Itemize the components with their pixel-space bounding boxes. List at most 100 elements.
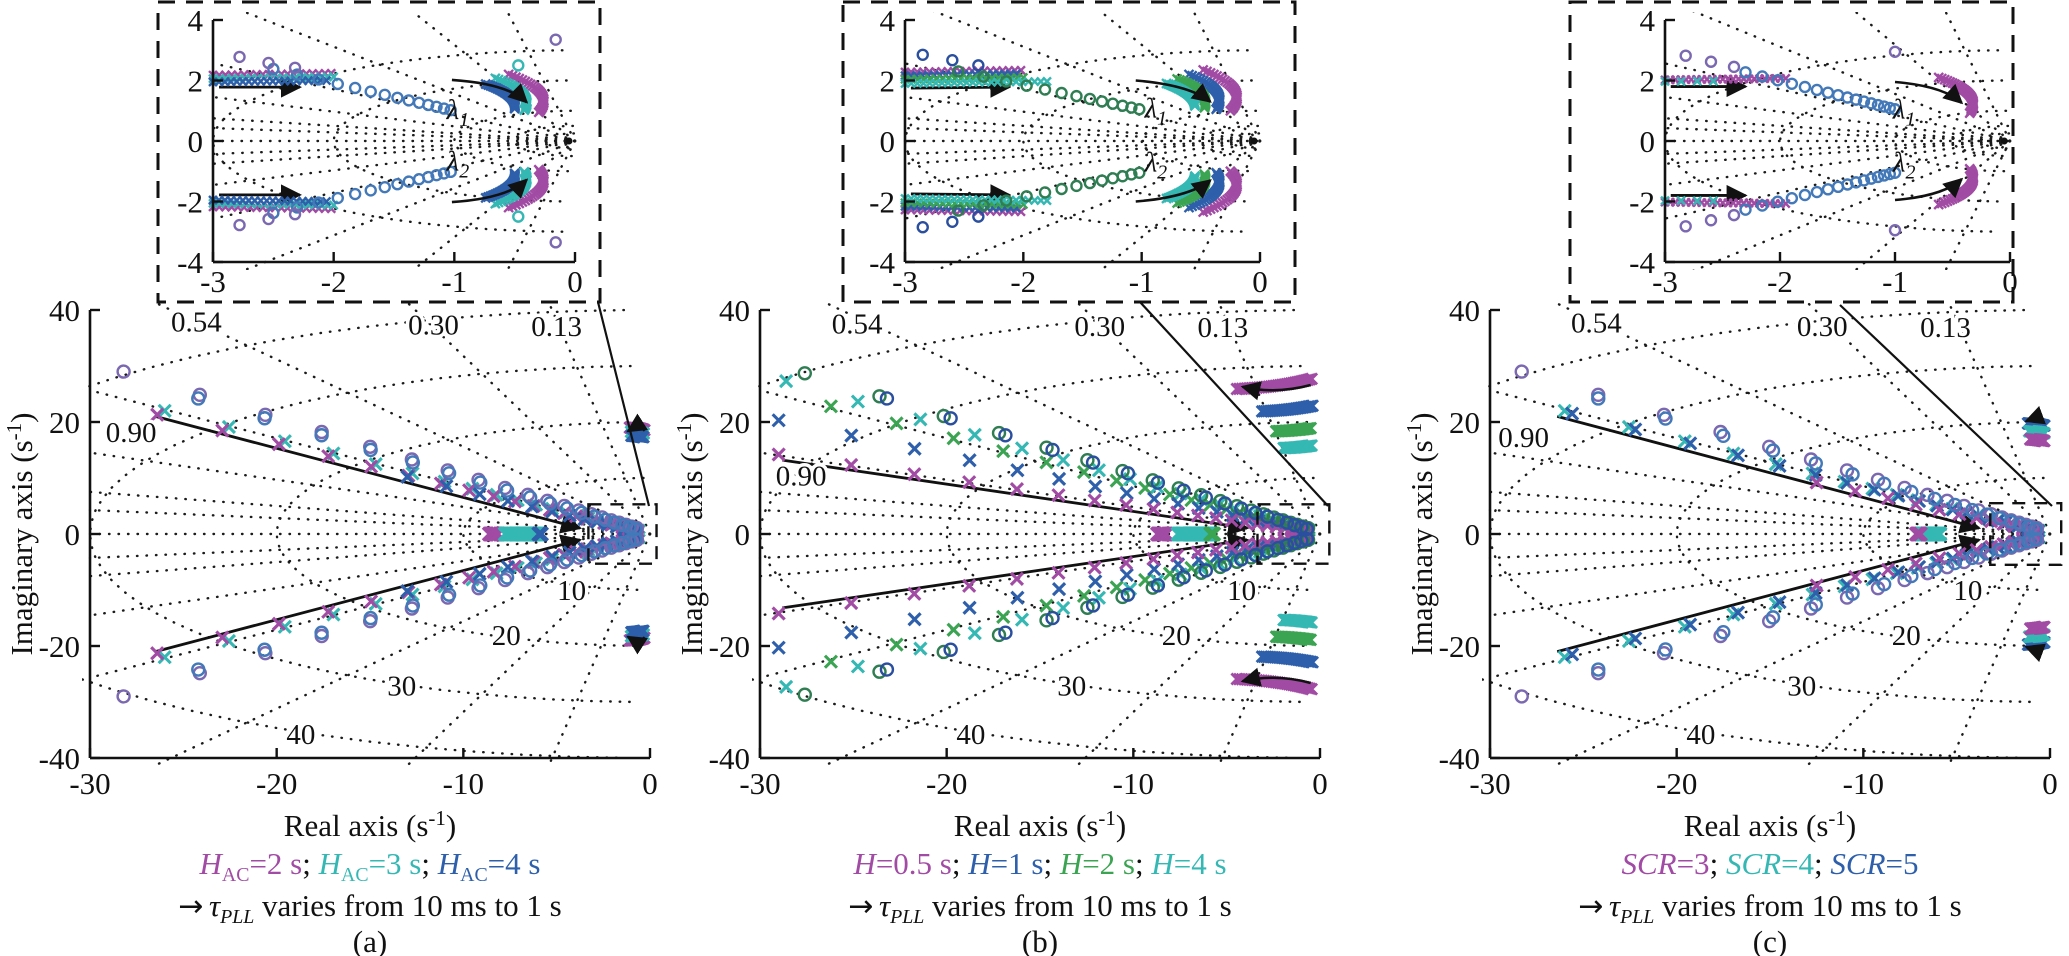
y-tick-label: 20 bbox=[49, 405, 80, 440]
y-tick-label: 20 bbox=[719, 405, 750, 440]
y-tick-label: 0 bbox=[1465, 517, 1481, 552]
series-x-marker bbox=[503, 69, 550, 213]
x-axis-label: Real axis (s-1) bbox=[1684, 806, 1856, 843]
sgrid-contour-label: 40 bbox=[286, 719, 315, 751]
y-tick-label: 0 bbox=[1640, 124, 1656, 159]
axes-spines: -3 -2 -1 0 4 2 0 -2 -4 bbox=[177, 3, 583, 299]
inset-frame bbox=[1568, 0, 2015, 304]
right-arrow-icon: → bbox=[848, 889, 879, 924]
tau-note-c: → τPLL varies from 10 ms to 1 s bbox=[1578, 888, 1962, 929]
series-o-marker bbox=[267, 62, 457, 220]
y-tick-label: 0 bbox=[735, 517, 751, 552]
zoom-box bbox=[1256, 503, 1331, 565]
y-tick-label: 0 bbox=[65, 517, 81, 552]
legend-item: HAC=2 s bbox=[199, 846, 303, 887]
sgrid-contour-label: 0.13 bbox=[531, 311, 582, 343]
x-tick-label: -3 bbox=[1652, 264, 1678, 299]
y-tick-label: 2 bbox=[880, 64, 896, 99]
sgrid-contour-label: 20 bbox=[1892, 620, 1921, 652]
axes-spines: -30 -20 -10 0 40 20 0 -20 -40 bbox=[39, 293, 658, 801]
zoom-box bbox=[587, 503, 658, 565]
y-tick-label: -40 bbox=[39, 741, 80, 776]
legend-separator: ; bbox=[1135, 846, 1152, 881]
sgrid-contour-label: 0.54 bbox=[1571, 307, 1622, 339]
sgrid-contour-label: 0.90 bbox=[1498, 422, 1549, 454]
right-arrow-icon: → bbox=[178, 889, 209, 924]
sgrid-contour-label: 0.30 bbox=[1797, 311, 1848, 343]
x-tick-label: -20 bbox=[256, 766, 297, 801]
panel-label-a: (a) bbox=[352, 924, 388, 956]
origin-pole-dot bbox=[565, 137, 573, 145]
x-tick-label: -1 bbox=[1882, 264, 1908, 299]
legend-item: SCR=3 bbox=[1621, 846, 1710, 881]
series-o-marker bbox=[952, 65, 1146, 217]
x-tick-label: -1 bbox=[1129, 264, 1155, 299]
y-tick-label: 0 bbox=[880, 124, 896, 159]
x-tick-label: 0 bbox=[1312, 766, 1328, 801]
panel-label-c: (c) bbox=[1752, 924, 1788, 956]
lambda-label: λ1 bbox=[446, 94, 470, 131]
curved-direction-arrow bbox=[451, 78, 529, 104]
sgrid-contour-label: 30 bbox=[1787, 670, 1816, 702]
sgrid-contour-label: 0.90 bbox=[776, 460, 827, 492]
sgrid-contour-label: 0.30 bbox=[408, 310, 459, 342]
y-tick-label: -4 bbox=[177, 245, 203, 280]
y-tick-label: 4 bbox=[188, 3, 204, 38]
y-axis-label: Imaginary axis (s-1) bbox=[672, 412, 709, 655]
legend-item: H=0.5 s bbox=[853, 846, 952, 881]
x-tick-label: -20 bbox=[926, 766, 967, 801]
trajectory-arrow bbox=[1556, 534, 1982, 653]
x-tick-label: -30 bbox=[69, 766, 110, 801]
x-tick-label: 0 bbox=[2002, 264, 2018, 299]
s-grid bbox=[82, 302, 652, 766]
y-axis-label: Imaginary axis (s-1) bbox=[1402, 412, 1439, 655]
axes-spines: -3 -2 -1 0 4 2 0 -2 -4 bbox=[1629, 3, 2018, 299]
curved-direction-arrow bbox=[2024, 643, 2046, 663]
sgrid-contour-label: 40 bbox=[1686, 719, 1715, 751]
x-tick-label: -10 bbox=[1843, 766, 1884, 801]
x-tick-label: -30 bbox=[739, 766, 780, 801]
y-tick-label: -2 bbox=[869, 185, 895, 220]
y-tick-label: 40 bbox=[49, 293, 80, 328]
series-o-marker bbox=[233, 50, 302, 232]
sgrid-contour-label: 40 bbox=[956, 719, 985, 751]
series-x-marker bbox=[1908, 526, 1928, 542]
x-tick-label: 0 bbox=[1252, 264, 1268, 299]
x-tick-label: 0 bbox=[2042, 766, 2058, 801]
tau-note-a: → τPLL varies from 10 ms to 1 s bbox=[178, 888, 562, 929]
series-o-marker bbox=[1591, 391, 2043, 677]
x-axis-label: Real axis (s-1) bbox=[954, 806, 1126, 843]
series-x-marker bbox=[150, 407, 645, 661]
sgrid-contour-label: 20 bbox=[492, 620, 521, 652]
sgrid-contour-label: 30 bbox=[387, 670, 416, 702]
sgrid-contour-label: 0.54 bbox=[832, 309, 883, 341]
series-x-marker bbox=[208, 75, 332, 207]
legend-item: HAC=4 s bbox=[437, 846, 541, 887]
y-tick-label: 40 bbox=[719, 293, 750, 328]
x-tick-label: 0 bbox=[567, 264, 583, 299]
series-x-marker bbox=[1203, 526, 1222, 542]
panel-c: -30 -20 -10 0 40 20 0 -20 -40 0.54 0.30 0.13 0.90 10 2… bbox=[1335, 0, 2069, 956]
panel-label-b: (b) bbox=[1021, 924, 1059, 956]
y-tick-label: 40 bbox=[1449, 293, 1480, 328]
trajectory-arrow bbox=[1556, 415, 1982, 534]
y-axis-label: Imaginary axis (s-1) bbox=[2, 412, 39, 655]
panel-b: -30 -20 -10 0 40 20 0 -20 -40 0.54 0.30 0.13 0.90 10 2… bbox=[665, 0, 1335, 956]
sgrid-contour-label: 0.54 bbox=[171, 306, 222, 338]
lambda-label: λ2 bbox=[1144, 146, 1168, 183]
legend-separator: ; bbox=[1709, 846, 1726, 881]
curved-direction-arrow bbox=[1240, 667, 1312, 687]
axes-spines: -3 -2 -1 0 4 2 0 -2 -4 bbox=[869, 3, 1268, 299]
y-tick-label: -40 bbox=[709, 741, 750, 776]
series-x-marker bbox=[1277, 439, 1319, 629]
series-o-marker bbox=[549, 33, 562, 249]
series-o-marker bbox=[1679, 49, 1741, 233]
y-tick-label: -4 bbox=[869, 245, 895, 280]
series-x-marker bbox=[823, 399, 1316, 669]
curved-direction-arrow bbox=[1135, 79, 1212, 103]
y-tick-label: 4 bbox=[880, 3, 896, 38]
sgrid-contour-label: 0.30 bbox=[1074, 311, 1125, 343]
y-tick-label: 2 bbox=[188, 64, 204, 99]
